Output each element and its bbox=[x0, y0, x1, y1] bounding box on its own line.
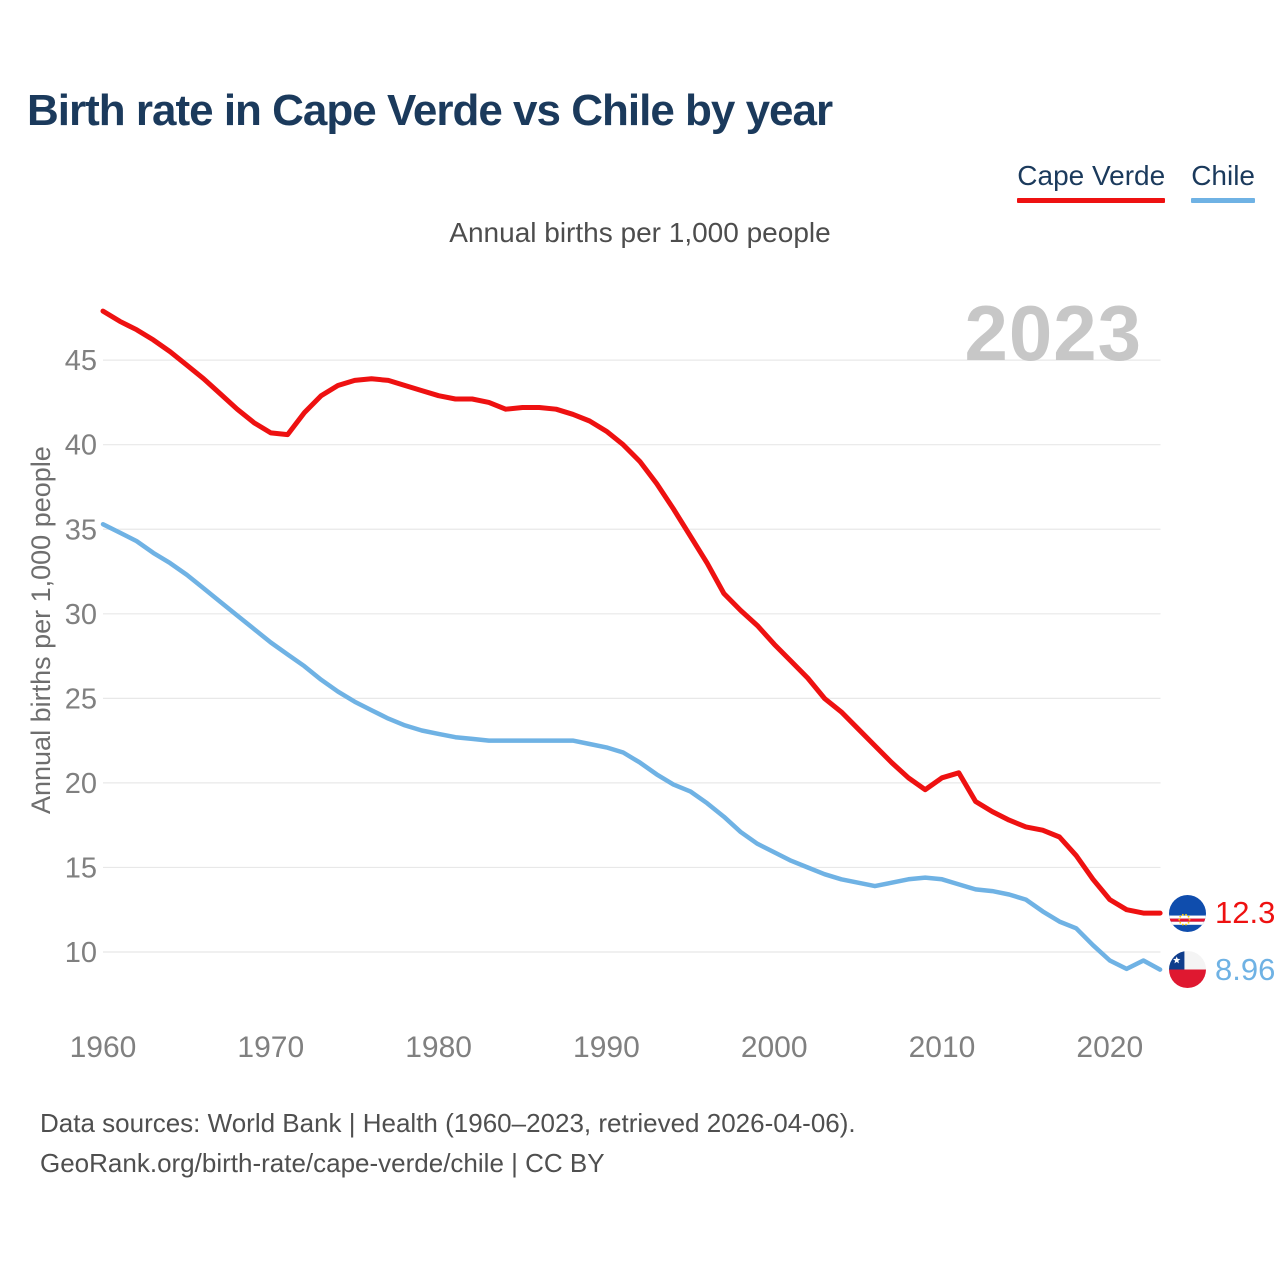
x-tick-label: 2000 bbox=[741, 1031, 808, 1064]
watermark-year: 2023 bbox=[964, 289, 1142, 377]
y-tick-label: 30 bbox=[65, 599, 97, 631]
cape-verde-flag-icon bbox=[1169, 894, 1206, 932]
legend-item-chile[interactable]: Chile bbox=[1191, 160, 1255, 203]
end-value-chile: 8.96 bbox=[1215, 951, 1276, 987]
x-tick-label: 1980 bbox=[405, 1031, 472, 1064]
legend-label-cape-verde: Cape Verde bbox=[1017, 160, 1166, 191]
legend-underline-cape-verde bbox=[1017, 198, 1166, 203]
legend-item-cape-verde[interactable]: Cape Verde bbox=[1017, 160, 1166, 203]
x-tick-label: 2020 bbox=[1076, 1031, 1143, 1064]
y-axis-tick-labels: 10 15 20 25 30 35 40 45 bbox=[65, 345, 97, 969]
end-value-cape-verde: 12.3 bbox=[1215, 895, 1276, 931]
legend-underline-chile bbox=[1191, 198, 1255, 203]
legend-label-chile: Chile bbox=[1191, 160, 1255, 191]
x-tick-label: 1990 bbox=[573, 1031, 640, 1064]
end-label-cape-verde: 12.3 bbox=[1169, 894, 1276, 932]
x-tick-label: 2010 bbox=[909, 1031, 976, 1064]
chart-subtitle: Annual births per 1,000 people bbox=[449, 217, 831, 248]
chile-flag-icon bbox=[1169, 951, 1206, 989]
series-line-cape-verde bbox=[100, 308, 1163, 916]
footer-attribution: GeoRank.org/birth-rate/cape-verde/chile … bbox=[40, 1148, 605, 1178]
legend: Cape Verde Chile bbox=[1017, 160, 1255, 203]
y-tick-label: 40 bbox=[65, 430, 97, 462]
y-tick-label: 35 bbox=[65, 514, 97, 546]
y-tick-label: 25 bbox=[65, 683, 97, 715]
y-tick-label: 20 bbox=[65, 768, 97, 800]
footer: Data sources: World Bank | Health (1960–… bbox=[40, 1103, 856, 1183]
x-tick-label: 1970 bbox=[237, 1031, 304, 1064]
y-tick-label: 10 bbox=[65, 937, 97, 969]
gridlines bbox=[103, 359, 1161, 953]
series-line-chile bbox=[100, 521, 1163, 972]
page-title: Birth rate in Cape Verde vs Chile by yea… bbox=[27, 86, 833, 135]
y-tick-label: 45 bbox=[65, 345, 97, 377]
end-label-chile: 8.96 bbox=[1169, 951, 1276, 989]
x-tick-label: 1960 bbox=[70, 1031, 137, 1064]
footer-sources: Data sources: World Bank | Health (1960–… bbox=[40, 1108, 856, 1138]
x-axis-tick-labels: 1960 1970 1980 1990 2000 2010 2020 bbox=[70, 1031, 1144, 1064]
y-tick-label: 15 bbox=[65, 852, 97, 884]
